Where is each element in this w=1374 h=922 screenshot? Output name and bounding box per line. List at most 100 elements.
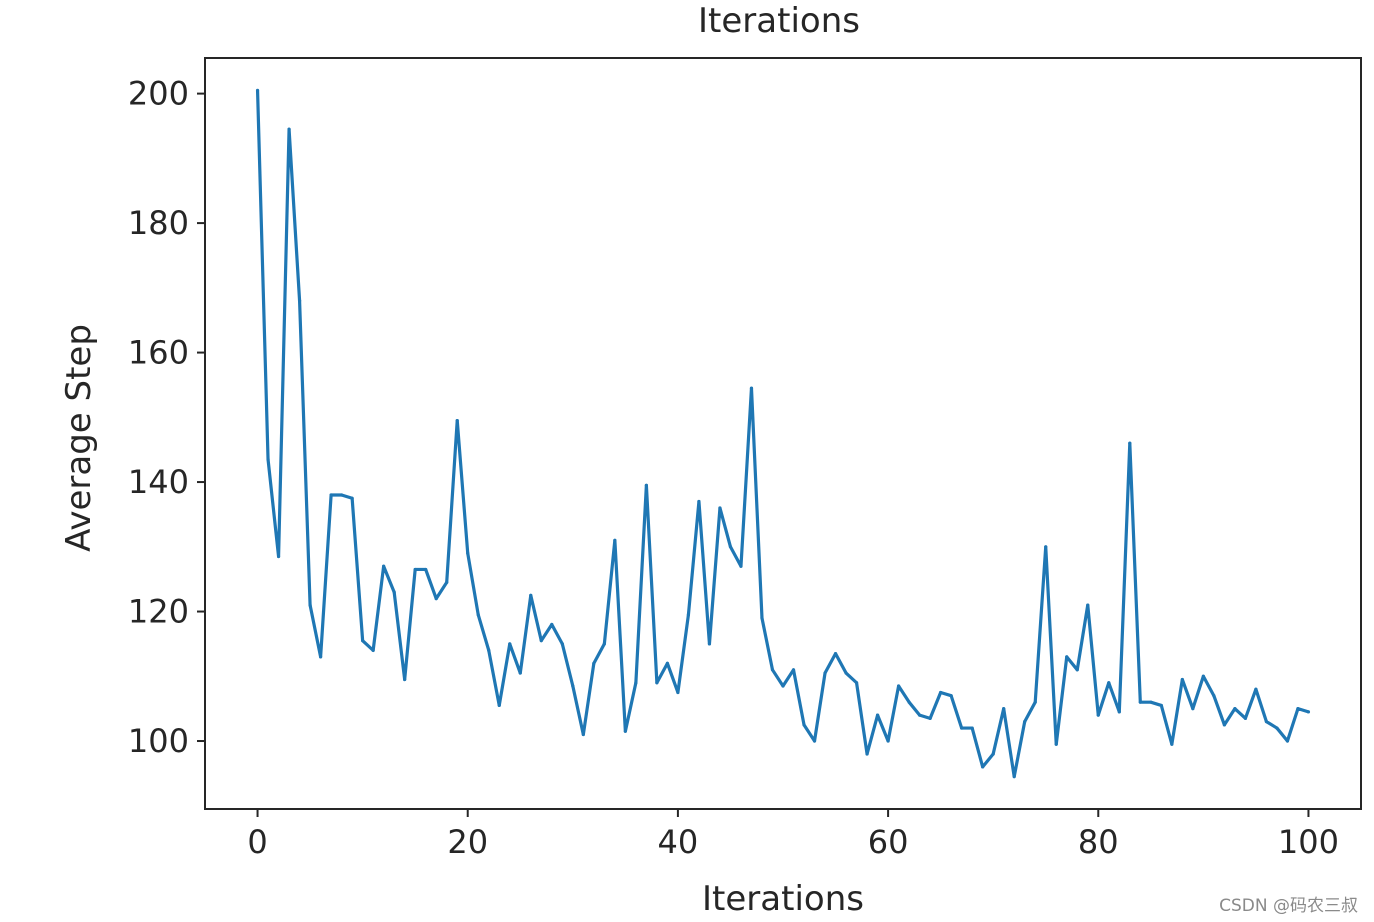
data-point xyxy=(854,681,859,685)
data-point xyxy=(897,684,901,688)
data-point xyxy=(939,690,943,695)
watermark: CSDN @码农三叔 xyxy=(1219,896,1358,916)
data-point xyxy=(644,483,648,487)
data-point xyxy=(949,694,953,698)
data-point xyxy=(886,739,890,743)
data-point xyxy=(791,668,796,672)
data-point xyxy=(697,499,701,504)
data-point xyxy=(1044,545,1048,549)
data-point xyxy=(1033,700,1037,704)
data-point xyxy=(844,671,848,675)
y-tick-label: 140 xyxy=(128,463,189,501)
data-point xyxy=(445,580,449,585)
data-point xyxy=(1275,726,1279,730)
data-point xyxy=(287,127,291,131)
x-axis-label: Iterations xyxy=(702,879,864,919)
data-point xyxy=(1285,739,1290,743)
data-point xyxy=(1233,707,1237,711)
data-point xyxy=(781,684,785,688)
data-point xyxy=(539,639,543,643)
data-point xyxy=(802,723,806,727)
data-point xyxy=(361,639,365,643)
data-point xyxy=(592,661,596,665)
data-point xyxy=(655,681,659,685)
data-point xyxy=(1159,703,1163,708)
y-tick-label: 180 xyxy=(128,204,189,242)
y-axis-label: Average Step xyxy=(59,324,99,552)
data-point xyxy=(487,648,491,652)
data-point xyxy=(476,613,480,617)
data-point xyxy=(1243,716,1247,720)
data-point xyxy=(1128,441,1132,445)
series-layer xyxy=(255,88,1311,779)
data-point xyxy=(760,616,764,620)
data-point xyxy=(812,739,817,743)
data-point xyxy=(991,752,995,756)
data-point xyxy=(560,642,564,646)
data-point xyxy=(255,88,260,92)
y-tick-label: 160 xyxy=(128,334,189,372)
data-point xyxy=(907,700,911,704)
data-point xyxy=(1096,713,1100,717)
y-tick-label: 100 xyxy=(128,722,189,760)
data-point xyxy=(1149,700,1153,704)
data-point xyxy=(1180,677,1184,682)
data-point xyxy=(1306,710,1311,714)
data-point xyxy=(865,752,869,756)
data-point xyxy=(382,564,386,568)
x-tick-label: 60 xyxy=(868,823,909,861)
data-point xyxy=(739,564,743,568)
data-point xyxy=(1054,742,1058,746)
data-point xyxy=(1201,674,1205,678)
data-point xyxy=(1086,603,1090,607)
data-point xyxy=(508,642,512,646)
y-axis-ticks: 100 120 140 160 180 200 xyxy=(128,75,205,760)
data-point xyxy=(728,545,733,549)
data-point xyxy=(571,684,575,688)
data-point xyxy=(1107,681,1111,685)
x-axis-ticks: 0 20 40 60 80 100 xyxy=(247,809,1339,861)
data-point xyxy=(1296,707,1300,711)
data-point xyxy=(918,713,922,717)
data-point xyxy=(613,538,617,542)
data-point xyxy=(466,551,470,555)
data-point xyxy=(581,732,585,737)
data-point xyxy=(707,642,712,646)
data-point xyxy=(1222,723,1226,727)
data-point xyxy=(623,729,627,733)
data-point xyxy=(266,457,270,461)
data-point xyxy=(434,596,438,601)
x-tick-label: 80 xyxy=(1078,823,1119,861)
data-point xyxy=(665,661,670,665)
x-tick-label: 100 xyxy=(1278,823,1339,861)
data-point xyxy=(1212,694,1216,698)
data-point xyxy=(686,613,691,617)
data-point xyxy=(970,726,974,730)
data-point xyxy=(1191,707,1195,711)
data-point xyxy=(960,726,964,730)
data-point xyxy=(329,493,333,497)
data-point xyxy=(1170,742,1174,746)
data-point xyxy=(928,716,932,720)
data-point xyxy=(1138,700,1142,704)
data-point xyxy=(749,386,754,390)
x-tick-label: 40 xyxy=(658,823,699,861)
data-point xyxy=(403,677,407,682)
data-point xyxy=(1023,719,1027,724)
data-point xyxy=(297,299,302,303)
data-point xyxy=(455,418,459,423)
data-point xyxy=(823,671,827,675)
data-point xyxy=(1264,719,1269,724)
data-point xyxy=(392,590,396,594)
y-tick-label: 200 xyxy=(128,75,189,113)
data-point xyxy=(770,668,775,672)
data-point xyxy=(529,593,533,597)
data-point xyxy=(497,703,501,708)
data-point xyxy=(319,655,323,659)
data-point xyxy=(875,713,880,717)
y-tick-label: 120 xyxy=(128,593,189,631)
data-point xyxy=(634,681,638,685)
data-point xyxy=(424,567,428,572)
data-point xyxy=(1075,668,1079,672)
